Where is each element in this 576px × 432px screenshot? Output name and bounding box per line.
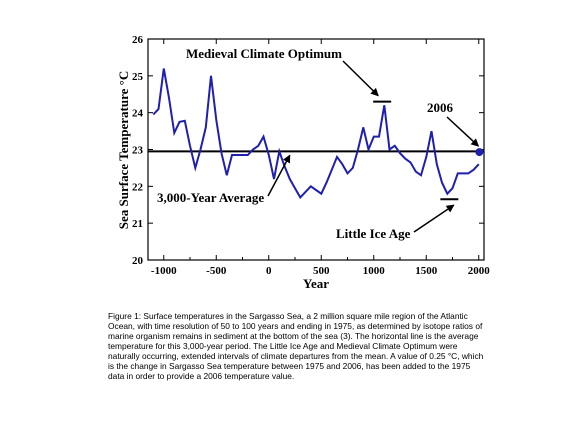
arrow-little-ice-age [413,204,455,233]
arrow-average [267,154,291,197]
annotation-medieval-climate-optimum: Medieval Climate Optimum [186,46,342,61]
x-tick-label: 0 [266,265,272,277]
annotation-little-ice-age: Little Ice Age [336,226,411,241]
arrow-medieval [342,60,379,97]
point-2006 [475,148,484,157]
y-tick-label: 26 [132,34,144,46]
figure-caption: Figure 1: Surface temperatures in the Sa… [108,311,484,381]
x-axis-title: Year [303,276,329,291]
x-tick-label: -1000 [151,265,177,277]
temperature-series-line [152,68,480,200]
y-tick-label: 21 [132,218,143,230]
y-tick-label: 23 [132,145,144,157]
x-tick-label: 2000 [468,265,491,277]
tick-labels: -1000 -500 0 500 1000 1500 2000 20 21 22 23 24 25 26 [132,34,490,277]
annotation-2006: 2006 [427,100,454,115]
x-tick-label: 500 [313,265,330,277]
y-tick-label: 24 [132,108,144,120]
y-tick-label: 22 [132,181,144,193]
y-tick-label: 20 [132,255,144,267]
y-tick-label: 25 [132,71,144,83]
x-tick-label: 1000 [363,265,386,277]
y-axis-title: Sea Surface Temperature °C [116,71,131,229]
x-tick-label: -500 [206,265,227,277]
arrow-2006 [446,116,480,147]
x-tick-label: 1500 [415,265,438,277]
annotation-3000-year-average: 3,000-Year Average [157,190,264,205]
